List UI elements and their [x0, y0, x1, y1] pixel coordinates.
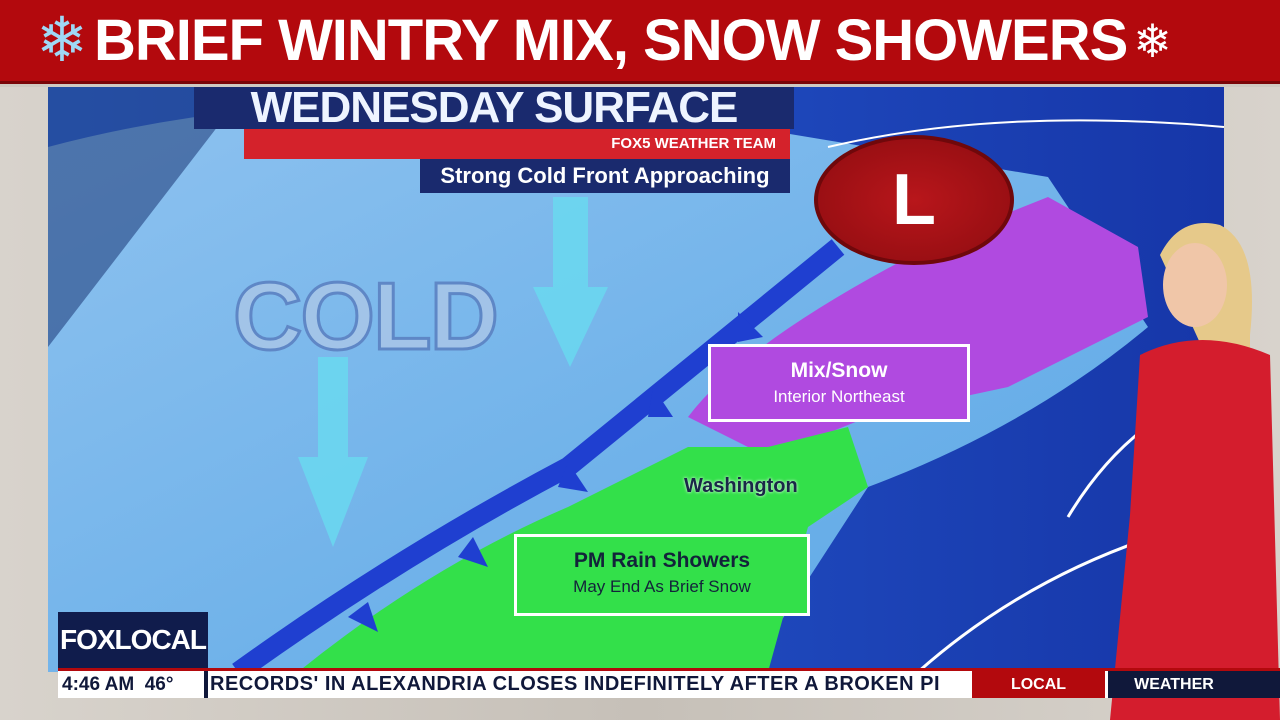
mix-title: Mix/Snow: [790, 359, 888, 382]
cold-arrows: [298, 197, 608, 547]
ticker-weather-tag: WEATHER: [1108, 671, 1280, 698]
team-label: FOX5 WEATHER TEAM: [244, 129, 790, 159]
snowflake-icon: ❄: [36, 5, 88, 75]
headline-banner: ❄ BRIEF WINTRY MIX, SNOW SHOWERS ❄: [0, 0, 1280, 84]
snowflake-icon: ❄: [1133, 14, 1172, 67]
cold-label: COLD: [232, 262, 501, 372]
meteorologist: [1110, 223, 1280, 720]
low-pressure-marker: L: [814, 135, 1014, 265]
mix-sub: Interior Northeast: [773, 387, 905, 406]
ticker-crawl: RECORDS' IN ALEXANDRIA CLOSES INDEFINITE…: [208, 671, 972, 698]
rain-sub: May End As Brief Snow: [573, 577, 751, 596]
weather-map: WEDNESDAY SURFACE FOX5 WEATHER TEAM Stro…: [48, 87, 1224, 672]
rain-label: PM Rain Showers May End As Brief Snow: [514, 534, 810, 616]
time-temp: 4:46 AM 46°: [58, 671, 208, 698]
rain-title: PM Rain Showers: [573, 549, 751, 572]
map-header: WEDNESDAY SURFACE FOX5 WEATHER TEAM Stro…: [194, 87, 794, 195]
map-subtitle: Strong Cold Front Approaching: [420, 159, 790, 193]
time: 4:46 AM: [62, 674, 135, 695]
mix-snow-label: Mix/Snow Interior Northeast: [708, 344, 970, 422]
ticker-local-tag: LOCAL: [972, 671, 1108, 698]
front-triangles: [348, 312, 763, 632]
city-washington: Washington: [684, 475, 798, 497]
map-title: WEDNESDAY SURFACE: [194, 87, 794, 130]
headline: BRIEF WINTRY MIX, SNOW SHOWERS: [93, 8, 1128, 73]
map-graphic: [48, 87, 1224, 672]
fox-local-logo: FOXLOCAL: [58, 612, 208, 668]
temperature: 46°: [144, 674, 174, 695]
news-ticker: 4:46 AM 46° RECORDS' IN ALEXANDRIA CLOSE…: [58, 668, 1280, 698]
